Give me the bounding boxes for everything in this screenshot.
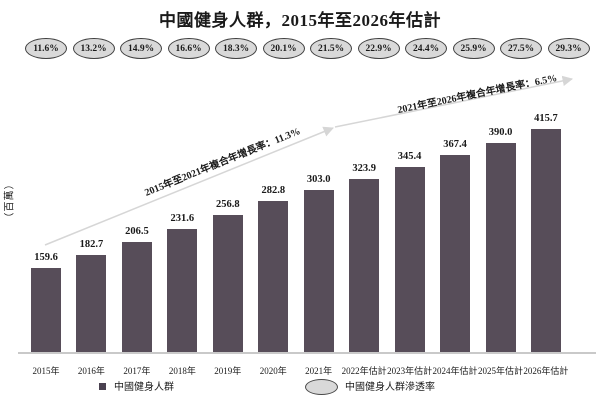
bar-value-label: 231.6 bbox=[170, 213, 195, 224]
penetration-rate-oval: 24.4% bbox=[405, 38, 447, 59]
penetration-rate-oval: 18.3% bbox=[215, 38, 257, 59]
x-axis-label: 2021年 bbox=[305, 366, 333, 376]
x-axis-label: 2022年估計 bbox=[341, 366, 387, 376]
x-axis-label: 2017年 bbox=[123, 366, 151, 376]
penetration-rate-oval: 27.5% bbox=[500, 38, 542, 59]
y-axis-unit-label: （百萬） bbox=[4, 178, 16, 223]
x-axis-label: 2023年估計 bbox=[387, 366, 433, 376]
fitness-population-bar bbox=[303, 190, 334, 354]
bar-series-label: 中國健身人群 bbox=[114, 382, 174, 393]
bar-value-label: 345.4 bbox=[397, 151, 422, 162]
chart-title: 中國健身人群，2015年至2026年估計 bbox=[159, 11, 441, 30]
bar-value-label: 367.4 bbox=[443, 139, 467, 150]
bar-series-swatch bbox=[99, 383, 106, 390]
fitness-population-bar bbox=[31, 268, 61, 354]
x-axis-label: 2025年估計 bbox=[477, 366, 523, 376]
penetration-rate-oval: 20.1% bbox=[262, 38, 305, 59]
x-axis-line bbox=[18, 352, 596, 354]
penetration-oval-swatch bbox=[305, 379, 338, 395]
fitness-population-bar bbox=[349, 179, 380, 354]
penetration-rate-oval: 21.5% bbox=[310, 38, 352, 59]
penetration-rate-oval: 22.9% bbox=[357, 38, 400, 59]
bar-value-label: 323.9 bbox=[352, 163, 376, 174]
penetration-rate-oval: 13.2% bbox=[72, 38, 115, 59]
fitness-population-bar bbox=[485, 143, 516, 354]
bar-value-label: 390.0 bbox=[488, 127, 513, 138]
fitness-population-bar bbox=[394, 167, 425, 354]
penetration-rate-oval: 25.9% bbox=[452, 38, 495, 59]
x-axis-label: 2019年 bbox=[214, 366, 242, 376]
bar-value-label: 415.7 bbox=[534, 113, 558, 124]
fitness-population-bar bbox=[76, 255, 107, 354]
fitness-population-bar bbox=[212, 215, 243, 354]
x-axis-label: 2024年估計 bbox=[432, 366, 478, 376]
bar-value-label: 159.6 bbox=[34, 252, 58, 263]
x-axis-label: 2016年 bbox=[77, 366, 105, 376]
legend: 中國健身人群 中國健身人群滲透率 bbox=[0, 375, 600, 401]
bar-value-label: 303.0 bbox=[306, 174, 331, 185]
penetration-rate-oval: 14.9% bbox=[120, 38, 162, 59]
penetration-series-label: 中國健身人群滲透率 bbox=[345, 382, 435, 393]
fitness-population-bar bbox=[121, 242, 152, 354]
x-axis-label: 2026年估計 bbox=[523, 366, 569, 376]
bar-value-label: 182.7 bbox=[79, 239, 104, 250]
penetration-rate-oval: 11.6% bbox=[25, 38, 67, 59]
bar-value-label: 256.8 bbox=[215, 199, 240, 210]
fitness-population-bar bbox=[167, 229, 198, 354]
fitness-population-bar bbox=[258, 201, 289, 354]
bar-value-label: 206.5 bbox=[125, 226, 149, 237]
x-axis-label: 2020年 bbox=[259, 366, 287, 376]
penetration-rate-oval: 29.3% bbox=[547, 38, 590, 59]
fitness-population-bar bbox=[440, 155, 471, 354]
x-axis-label: 2015年 bbox=[32, 366, 60, 376]
penetration-rate-oval: 16.6% bbox=[167, 38, 210, 59]
bar-value-label: 282.8 bbox=[261, 185, 286, 196]
x-axis-label: 2018年 bbox=[168, 366, 196, 376]
fitness-population-bar bbox=[530, 129, 561, 354]
